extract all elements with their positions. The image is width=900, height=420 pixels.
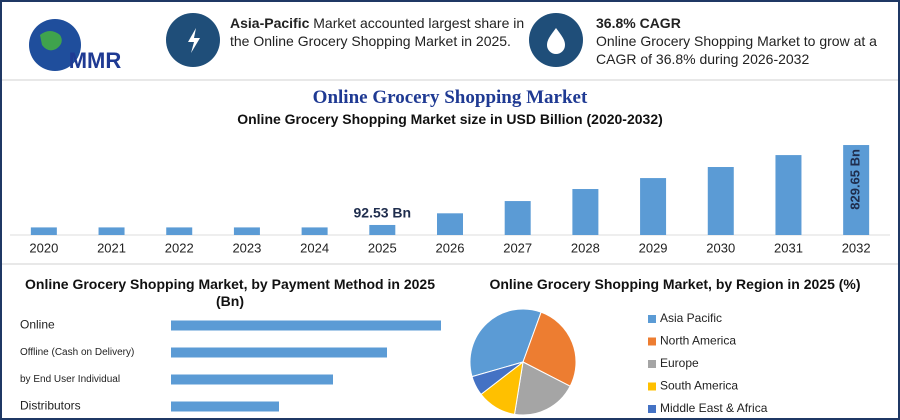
bar (171, 374, 333, 385)
bar (843, 145, 870, 235)
legend-swatch (648, 315, 656, 323)
x-tick-label: 2023 (232, 240, 261, 255)
category-label: Offline (Cash on Delivery) (20, 347, 134, 358)
bar (640, 178, 667, 235)
legend-label: Europe (660, 356, 699, 370)
bar (233, 227, 260, 235)
x-tick-label: 2032 (842, 240, 871, 255)
pie-slice (522, 311, 577, 387)
info-highlight: Asia-Pacific (230, 15, 310, 31)
bar (437, 213, 463, 235)
x-tick-label: 2029 (639, 240, 668, 255)
info-text: Online Grocery Shopping Market to grow a… (596, 33, 877, 67)
value-label: 92.53 Bn (354, 205, 412, 221)
x-tick-label: 2020 (29, 240, 58, 255)
value-label: 829.65 Bn (848, 149, 863, 210)
legend-swatch (648, 405, 656, 413)
chart-title: Online Grocery Shopping Market, by Regio… (489, 276, 861, 292)
bolt-glyph (188, 28, 200, 53)
x-tick-label: 2027 (503, 240, 532, 255)
x-tick-label: 2030 (706, 240, 735, 255)
logo-land (40, 31, 62, 51)
info-block: Asia-Pacific Market accounted largest sh… (230, 14, 530, 50)
legend-label: Asia Pacific (660, 311, 722, 325)
bar (504, 201, 531, 235)
bar (30, 227, 57, 235)
bar (98, 227, 125, 235)
bar (572, 189, 599, 235)
pie-slice (513, 361, 571, 416)
legend-label: South America (660, 379, 738, 393)
logo-text: MMR (69, 48, 122, 73)
legend-label: North America (660, 334, 736, 348)
bar (171, 401, 279, 412)
chart-title: Online Grocery Shopping Market (312, 87, 588, 108)
legend-swatch (648, 337, 656, 346)
x-tick-label: 2022 (165, 240, 194, 255)
legend-swatch (648, 382, 656, 391)
x-tick-label: 2024 (300, 240, 329, 255)
info-block: 36.8% CAGR Online Grocery Shopping Market… (596, 14, 886, 68)
chart-title: Online Grocery Shopping Market, by Payme… (25, 276, 435, 309)
x-tick-label: 2026 (436, 240, 465, 255)
info-title: 36.8% CAGR (596, 15, 681, 31)
bar (369, 224, 396, 235)
drop-glyph (547, 28, 565, 54)
bar (301, 227, 328, 235)
pie-slice (471, 361, 524, 396)
category-label: by End User Individual (20, 374, 120, 385)
legend-label: Middle East & Africa (660, 401, 768, 415)
x-tick-label: 2025 (368, 240, 397, 255)
info-text: Market accounted largest share in the On… (230, 15, 525, 49)
chart-subtitle: Online Grocery Shopping Market size in U… (237, 111, 663, 127)
legend-swatch (648, 360, 656, 368)
category-label: Online (20, 318, 55, 332)
bar (171, 320, 441, 331)
bar (707, 167, 734, 235)
category-label: Distributors (20, 399, 81, 413)
bar (171, 347, 387, 358)
x-tick-label: 2031 (774, 240, 803, 255)
x-tick-label: 2028 (571, 240, 600, 255)
bar (166, 227, 193, 235)
x-tick-label: 2021 (97, 240, 126, 255)
bar (775, 155, 802, 235)
